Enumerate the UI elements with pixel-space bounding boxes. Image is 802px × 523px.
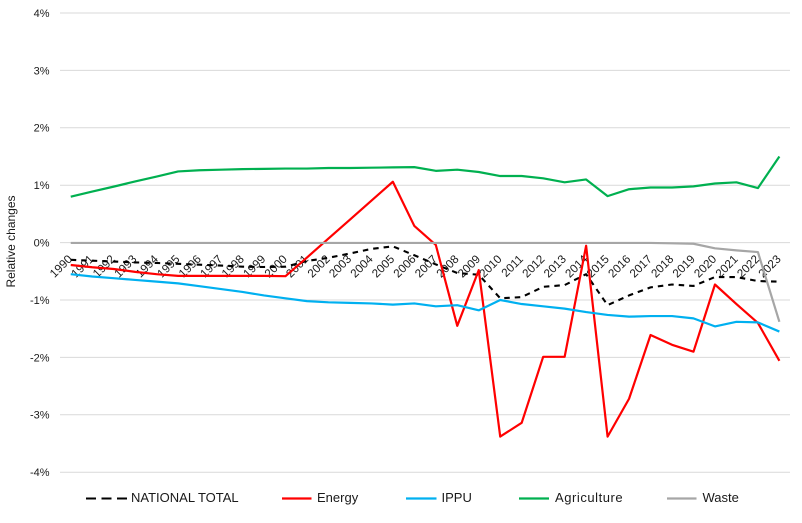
svg-text:IPPU: IPPU: [442, 490, 472, 505]
svg-text:0%: 0%: [34, 238, 50, 250]
svg-text:Energy: Energy: [317, 490, 359, 505]
svg-text:-4%: -4%: [30, 467, 50, 479]
svg-text:Agriculture: Agriculture: [555, 490, 623, 505]
svg-text:NATIONAL TOTAL: NATIONAL TOTAL: [131, 490, 239, 505]
svg-text:Relative changes: Relative changes: [4, 195, 18, 287]
svg-text:Waste: Waste: [703, 490, 739, 505]
svg-text:-1%: -1%: [30, 295, 50, 307]
svg-text:-3%: -3%: [30, 410, 50, 422]
svg-text:1%: 1%: [34, 180, 50, 192]
svg-text:4%: 4%: [34, 8, 50, 20]
svg-text:3%: 3%: [34, 65, 50, 77]
svg-text:-2%: -2%: [30, 352, 50, 364]
svg-text:2%: 2%: [34, 123, 50, 135]
